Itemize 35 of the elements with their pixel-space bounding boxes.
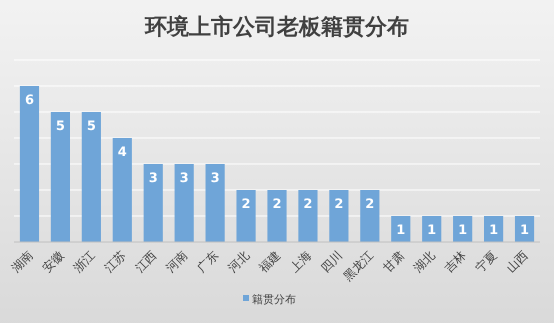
data-label: 4 xyxy=(118,145,127,160)
data-label: 5 xyxy=(56,119,65,134)
data-label: 3 xyxy=(148,171,158,186)
data-label: 1 xyxy=(396,223,406,238)
x-tick-label: 甘肃 xyxy=(380,248,407,276)
data-label: 1 xyxy=(489,223,498,238)
x-tick-label: 黑龙江 xyxy=(340,248,376,284)
data-label: 3 xyxy=(180,171,189,186)
x-tick-label: 安徽 xyxy=(40,248,67,276)
x-tick-label: 上海 xyxy=(287,248,314,276)
x-tick-label: 河北 xyxy=(225,248,252,276)
legend-label: 籍贯分布 xyxy=(252,293,296,306)
x-tick-label: 吉林 xyxy=(442,248,469,276)
data-label: 1 xyxy=(458,223,468,238)
x-tick-label: 宁夏 xyxy=(472,248,500,276)
x-tick-label: 福建 xyxy=(256,248,284,276)
x-tick-label: 江苏 xyxy=(102,248,128,276)
chart-title: 环境上市公司老板籍贯分布 xyxy=(144,14,409,40)
data-label: 2 xyxy=(303,197,312,212)
data-label: 1 xyxy=(520,223,530,238)
data-label: 2 xyxy=(272,197,282,212)
data-label: 6 xyxy=(24,93,34,108)
x-tick-label: 河南 xyxy=(163,248,190,276)
x-tick-label: 湖南 xyxy=(8,248,36,276)
x-tick-label: 广东 xyxy=(194,248,222,276)
data-label: 3 xyxy=(210,171,220,186)
data-label: 2 xyxy=(365,197,374,212)
data-label: 1 xyxy=(427,223,436,238)
data-label: 5 xyxy=(86,119,96,134)
x-tick-label: 山西 xyxy=(504,248,531,276)
x-tick-label: 江西 xyxy=(132,248,160,276)
data-label: 2 xyxy=(334,197,344,212)
data-label: 2 xyxy=(242,197,251,212)
x-tick-label: 湖北 xyxy=(410,248,438,276)
x-tick-label: 浙江 xyxy=(70,248,98,276)
